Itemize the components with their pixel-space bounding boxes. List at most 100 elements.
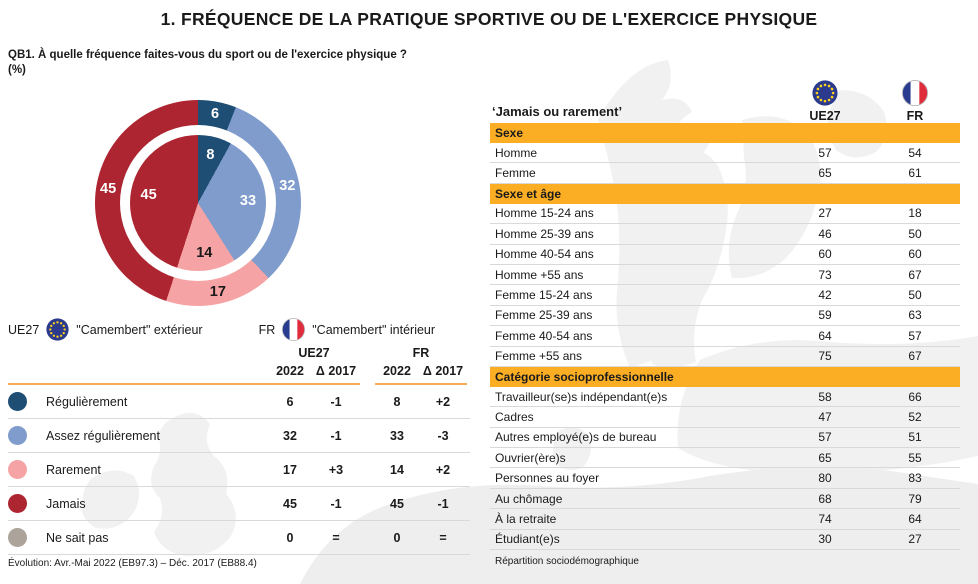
eu-flag-icon <box>46 318 69 341</box>
ue27-value: 65 <box>818 166 832 181</box>
fr-value: 51 <box>908 430 922 445</box>
breakdown-row: À la retraite 74 64 <box>490 509 960 530</box>
evolution-table-col-header: 2022 Δ 2017 2022 Δ 2017 <box>8 360 470 378</box>
breakdown-row: Ouvrier(ère)s 65 55 <box>490 448 960 469</box>
pie-value-label: 8 <box>206 146 215 163</box>
group-label: Au chômage <box>495 491 563 506</box>
breakdown-row: Homme 40-54 ans 60 60 <box>490 245 960 265</box>
category-color-dot <box>8 528 27 547</box>
breakdown-row: Personnes au foyer 80 83 <box>490 468 960 489</box>
ue27-value: 60 <box>818 247 832 262</box>
fr-flag-icon <box>902 80 928 106</box>
ue27-value: 57 <box>818 430 832 445</box>
category-color-dot <box>8 460 27 479</box>
fr-2022-value: 45 <box>390 496 404 511</box>
fr-value: 54 <box>908 145 922 160</box>
fr-value: 55 <box>908 450 922 465</box>
ue27-2022-value: 6 <box>286 394 294 409</box>
fr-2022-value: 33 <box>390 428 404 443</box>
fr-2022-value: 8 <box>393 394 401 409</box>
category-label: Rarement <box>46 462 101 477</box>
breakdown-row: Homme 57 54 <box>490 143 960 164</box>
evolution-table-row: Ne sait pas 0 = 0 = <box>8 521 470 555</box>
fr-delta-value: -1 <box>437 496 449 511</box>
donut-inner-pie-fr <box>130 135 266 271</box>
category-label: Jamais <box>46 496 86 511</box>
legend-ue27-text: "Camembert" extérieur <box>76 322 203 337</box>
fr-value: 63 <box>908 308 922 323</box>
fr-value: 57 <box>908 328 922 343</box>
col-header-ue27-delta: Δ 2017 <box>315 364 357 378</box>
ue27-value: 75 <box>818 349 832 364</box>
fr-value: 83 <box>908 471 922 486</box>
col-header-ue27-2022: 2022 <box>276 364 304 378</box>
ue27-value: 57 <box>818 145 832 160</box>
fr-delta-value: +2 <box>435 394 451 409</box>
fr-value: 52 <box>908 409 922 424</box>
fr-value: 67 <box>908 267 922 282</box>
group-label: Homme 15-24 ans <box>495 206 594 221</box>
pie-value-label: 45 <box>100 180 117 197</box>
fr-value: 50 <box>908 226 922 241</box>
group-label: Homme 40-54 ans <box>495 247 594 262</box>
fr-value: 61 <box>908 166 922 181</box>
legend-fr-text: "Camembert" intérieur <box>312 322 436 337</box>
ue27-value: 59 <box>818 308 832 323</box>
group-label: Homme <box>495 145 538 160</box>
breakdown-row: Travailleur(se)s indépendant(e)s 58 66 <box>490 387 960 408</box>
ue27-value: 58 <box>818 389 832 404</box>
eu-flag-icon <box>812 80 838 106</box>
group-label: Femme <box>495 166 536 181</box>
pie-value-label: 32 <box>279 177 296 194</box>
section-header: Catégorie socioprofessionnelle <box>490 366 960 387</box>
group-label: Femme 15-24 ans <box>495 288 593 303</box>
question-text: QB1. À quelle fréquence faites-vous du s… <box>8 48 407 78</box>
evolution-table-group-header: UE27 FR <box>8 346 470 360</box>
fr-value: 27 <box>908 532 922 547</box>
header-underline <box>8 378 470 385</box>
ue27-delta-value: +3 <box>328 462 344 477</box>
chart-legend: UE27 "Camembert" extérieur FR "Camembert… <box>8 318 435 341</box>
group-label: Travailleur(se)s indépendant(e)s <box>495 389 668 404</box>
fr-value: 60 <box>908 247 922 262</box>
ue27-2022-value: 32 <box>283 428 297 443</box>
pie-value-label: 14 <box>196 244 213 261</box>
fr-value: 66 <box>908 389 922 404</box>
breakdown-footnote: Répartition sociodémographique <box>495 556 639 567</box>
page-title: 1. FRÉQUENCE DE LA PRATIQUE SPORTIVE OU … <box>160 9 818 29</box>
col-header-fr-2022: 2022 <box>383 364 411 378</box>
group-label: Étudiant(e)s <box>495 532 560 547</box>
legend-fr-label: FR <box>258 322 276 337</box>
ue27-delta-value: -1 <box>330 428 342 443</box>
category-color-dot <box>8 426 27 445</box>
column-label-ue27: UE27 <box>809 109 841 123</box>
breakdown-table: ‘Jamais ou rarement’ UE27 FR Sexe Homme 57… <box>490 66 960 551</box>
ue27-2022-value: 45 <box>283 496 297 511</box>
ue27-value: 46 <box>818 226 832 241</box>
group-label: À la retraite <box>495 511 557 526</box>
category-label: Ne sait pas <box>46 530 109 545</box>
evolution-table-row: Assez régulièrement 32 -1 33 -3 <box>8 419 470 453</box>
breakdown-row: Femme 15-24 ans 42 50 <box>490 285 960 306</box>
group-label: Homme +55 ans <box>495 267 584 282</box>
ue27-value: 73 <box>818 267 832 282</box>
breakdown-row: Homme 15-24 ans 27 18 <box>490 204 960 225</box>
group-label: Autres employé(e)s de bureau <box>495 430 657 445</box>
group-header-fr: FR <box>412 346 430 360</box>
breakdown-row: Femme +55 ans 75 67 <box>490 347 960 367</box>
breakdown-row: Femme 65 61 <box>490 163 960 184</box>
ue27-delta-value: -1 <box>330 394 342 409</box>
group-label: Ouvrier(ère)s <box>495 450 566 465</box>
ue27-2022-value: 17 <box>283 462 297 477</box>
pie-value-label: 33 <box>239 193 257 210</box>
section-header: Sexe <box>490 123 960 143</box>
underline-right <box>375 383 467 385</box>
ue27-value: 80 <box>818 471 832 486</box>
category-color-dot <box>8 494 27 513</box>
ue27-value: 42 <box>818 288 832 303</box>
nested-donut-chart: 6 32 17 45 8 33 14 45 <box>95 100 301 306</box>
category-label: Assez régulièrement <box>46 428 160 443</box>
group-label: Femme 25-39 ans <box>495 308 593 323</box>
group-label: Femme 40-54 ans <box>495 328 593 343</box>
evolution-table: UE27 FR 2022 Δ 2017 2022 Δ 2017 Régulièr… <box>8 346 470 555</box>
